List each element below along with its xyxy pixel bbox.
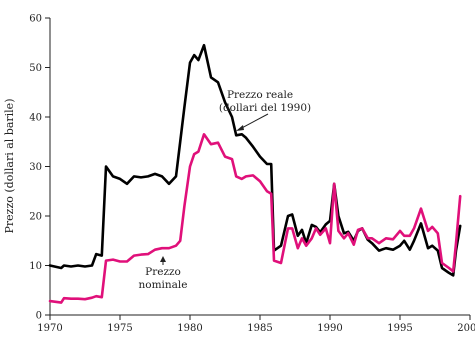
y-tick-label: 60 [29,14,42,25]
annotation-real-line1: Prezzo reale [227,89,293,101]
x-ticks: 1970 1975 1980 1985 1990 1995 2000 [37,315,475,334]
annotation-real-line2: (dollari del 1990) [219,102,311,114]
y-axis-title: Prezzo (dollari al barile) [3,99,16,234]
x-tick-label: 2000 [457,323,475,334]
annotation-nominal-arrowhead [160,256,166,262]
real-price-line [50,45,460,275]
annotation-real-arrowhead [236,125,244,131]
axes [50,18,470,315]
series-group [50,45,460,302]
y-tick-label: 10 [29,261,42,272]
x-tick-label: 1995 [387,323,412,334]
x-tick-label: 1990 [317,323,342,334]
x-tick-label: 1970 [37,323,62,334]
x-tick-label: 1980 [177,323,202,334]
y-ticks: 0 10 20 30 40 50 60 [29,14,50,322]
y-tick-label: 30 [29,162,42,173]
nominal-price-line [50,134,460,302]
x-tick-label: 1975 [107,323,132,334]
annotation-nominal-line1: Prezzo [145,266,181,278]
y-tick-label: 0 [36,311,42,322]
y-tick-label: 20 [29,212,42,223]
y-tick-label: 40 [29,113,42,124]
annotation-nominal: Prezzo nominale [139,256,188,291]
y-tick-label: 50 [29,63,42,74]
x-tick-label: 1985 [247,323,272,334]
annotation-nominal-line2: nominale [139,279,188,291]
